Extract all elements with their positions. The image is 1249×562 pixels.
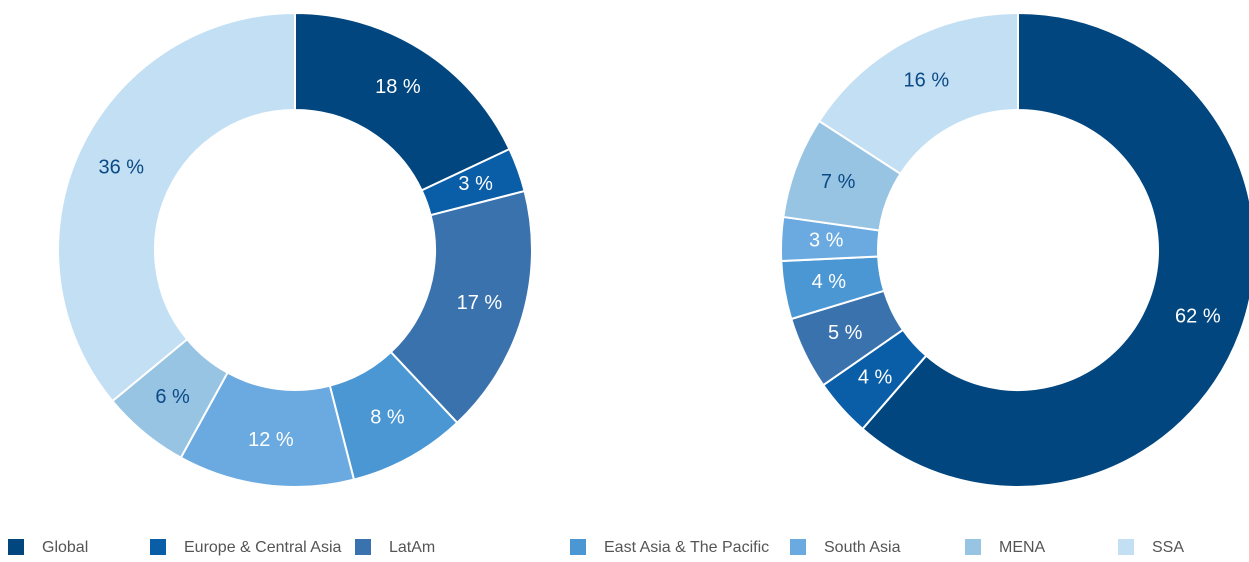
data-label: 5 % <box>828 322 863 344</box>
data-label: 4 % <box>858 366 893 388</box>
legend-label: Europe & Central Asia <box>184 539 342 556</box>
data-label: 3 % <box>458 173 493 195</box>
data-label: 4 % <box>812 271 847 293</box>
legend-swatch <box>8 539 24 555</box>
data-label: 7 % <box>821 171 856 193</box>
legend-swatch <box>150 539 166 555</box>
legend-label: East Asia & The Pacific <box>604 539 769 556</box>
legend-swatch <box>1118 539 1134 555</box>
data-label: 17 % <box>457 292 503 314</box>
legend-swatch <box>570 539 586 555</box>
data-label: 12 % <box>248 429 294 451</box>
slice <box>57 11 296 403</box>
data-label: 62 % <box>1175 306 1221 328</box>
data-label: 18 % <box>375 76 421 98</box>
data-label: 16 % <box>904 70 950 92</box>
legend-label: MENA <box>999 539 1046 556</box>
legend-swatch <box>355 539 371 555</box>
legend-label: Global <box>42 539 88 556</box>
slice <box>861 11 1249 488</box>
legend-swatch <box>965 539 981 555</box>
legend-swatch <box>790 539 806 555</box>
data-label: 3 % <box>809 229 844 251</box>
legend-label: LatAm <box>389 539 435 556</box>
data-label: 36 % <box>98 157 144 179</box>
slice <box>817 11 1019 176</box>
legend-label: SSA <box>1152 539 1184 556</box>
legend-label: South Asia <box>824 539 901 556</box>
data-label: 8 % <box>370 407 405 429</box>
data-label: 6 % <box>155 386 190 408</box>
